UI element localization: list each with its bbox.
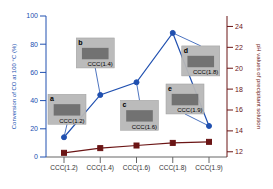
svg-text:20: 20 (30, 125, 38, 132)
svg-text:a: a (50, 95, 54, 102)
svg-text:60: 60 (30, 69, 38, 76)
svg-text:12: 12 (235, 148, 243, 155)
svg-text:CCC(1.2): CCC(1.2) (50, 164, 77, 172)
svg-text:c: c (123, 101, 127, 108)
svg-text:Conversion of CO at 100 °C (%): Conversion of CO at 100 °C (%) (11, 44, 17, 129)
svg-text:CCC(1.4): CCC(1.4) (87, 61, 112, 67)
svg-text:80: 80 (30, 41, 38, 48)
svg-text:14: 14 (235, 127, 243, 134)
svg-text:18: 18 (235, 86, 243, 93)
svg-text:CCC(1.9): CCC(1.9) (177, 107, 202, 113)
svg-text:b: b (78, 39, 82, 46)
svg-text:CCC(1.2): CCC(1.2) (59, 118, 84, 124)
svg-text:24: 24 (235, 23, 243, 30)
svg-text:20: 20 (235, 65, 243, 72)
svg-text:e: e (168, 85, 172, 92)
svg-text:pH values of precipitant solut: pH values of precipitant solution (256, 44, 262, 129)
svg-text:16: 16 (235, 106, 243, 113)
svg-text:CCC(1.9): CCC(1.9) (195, 164, 222, 172)
svg-text:CCC(1.6): CCC(1.6) (123, 164, 150, 172)
svg-text:CCC(1.4): CCC(1.4) (87, 164, 114, 172)
svg-text:CCC(1.8): CCC(1.8) (159, 164, 186, 172)
svg-text:40: 40 (30, 97, 38, 104)
svg-text:0: 0 (34, 153, 38, 160)
svg-text:CCC(1.6): CCC(1.6) (132, 124, 157, 130)
svg-text:CCC(1.8): CCC(1.8) (193, 69, 218, 75)
svg-text:d: d (184, 47, 188, 54)
svg-text:100: 100 (26, 12, 38, 19)
svg-text:22: 22 (235, 44, 243, 51)
